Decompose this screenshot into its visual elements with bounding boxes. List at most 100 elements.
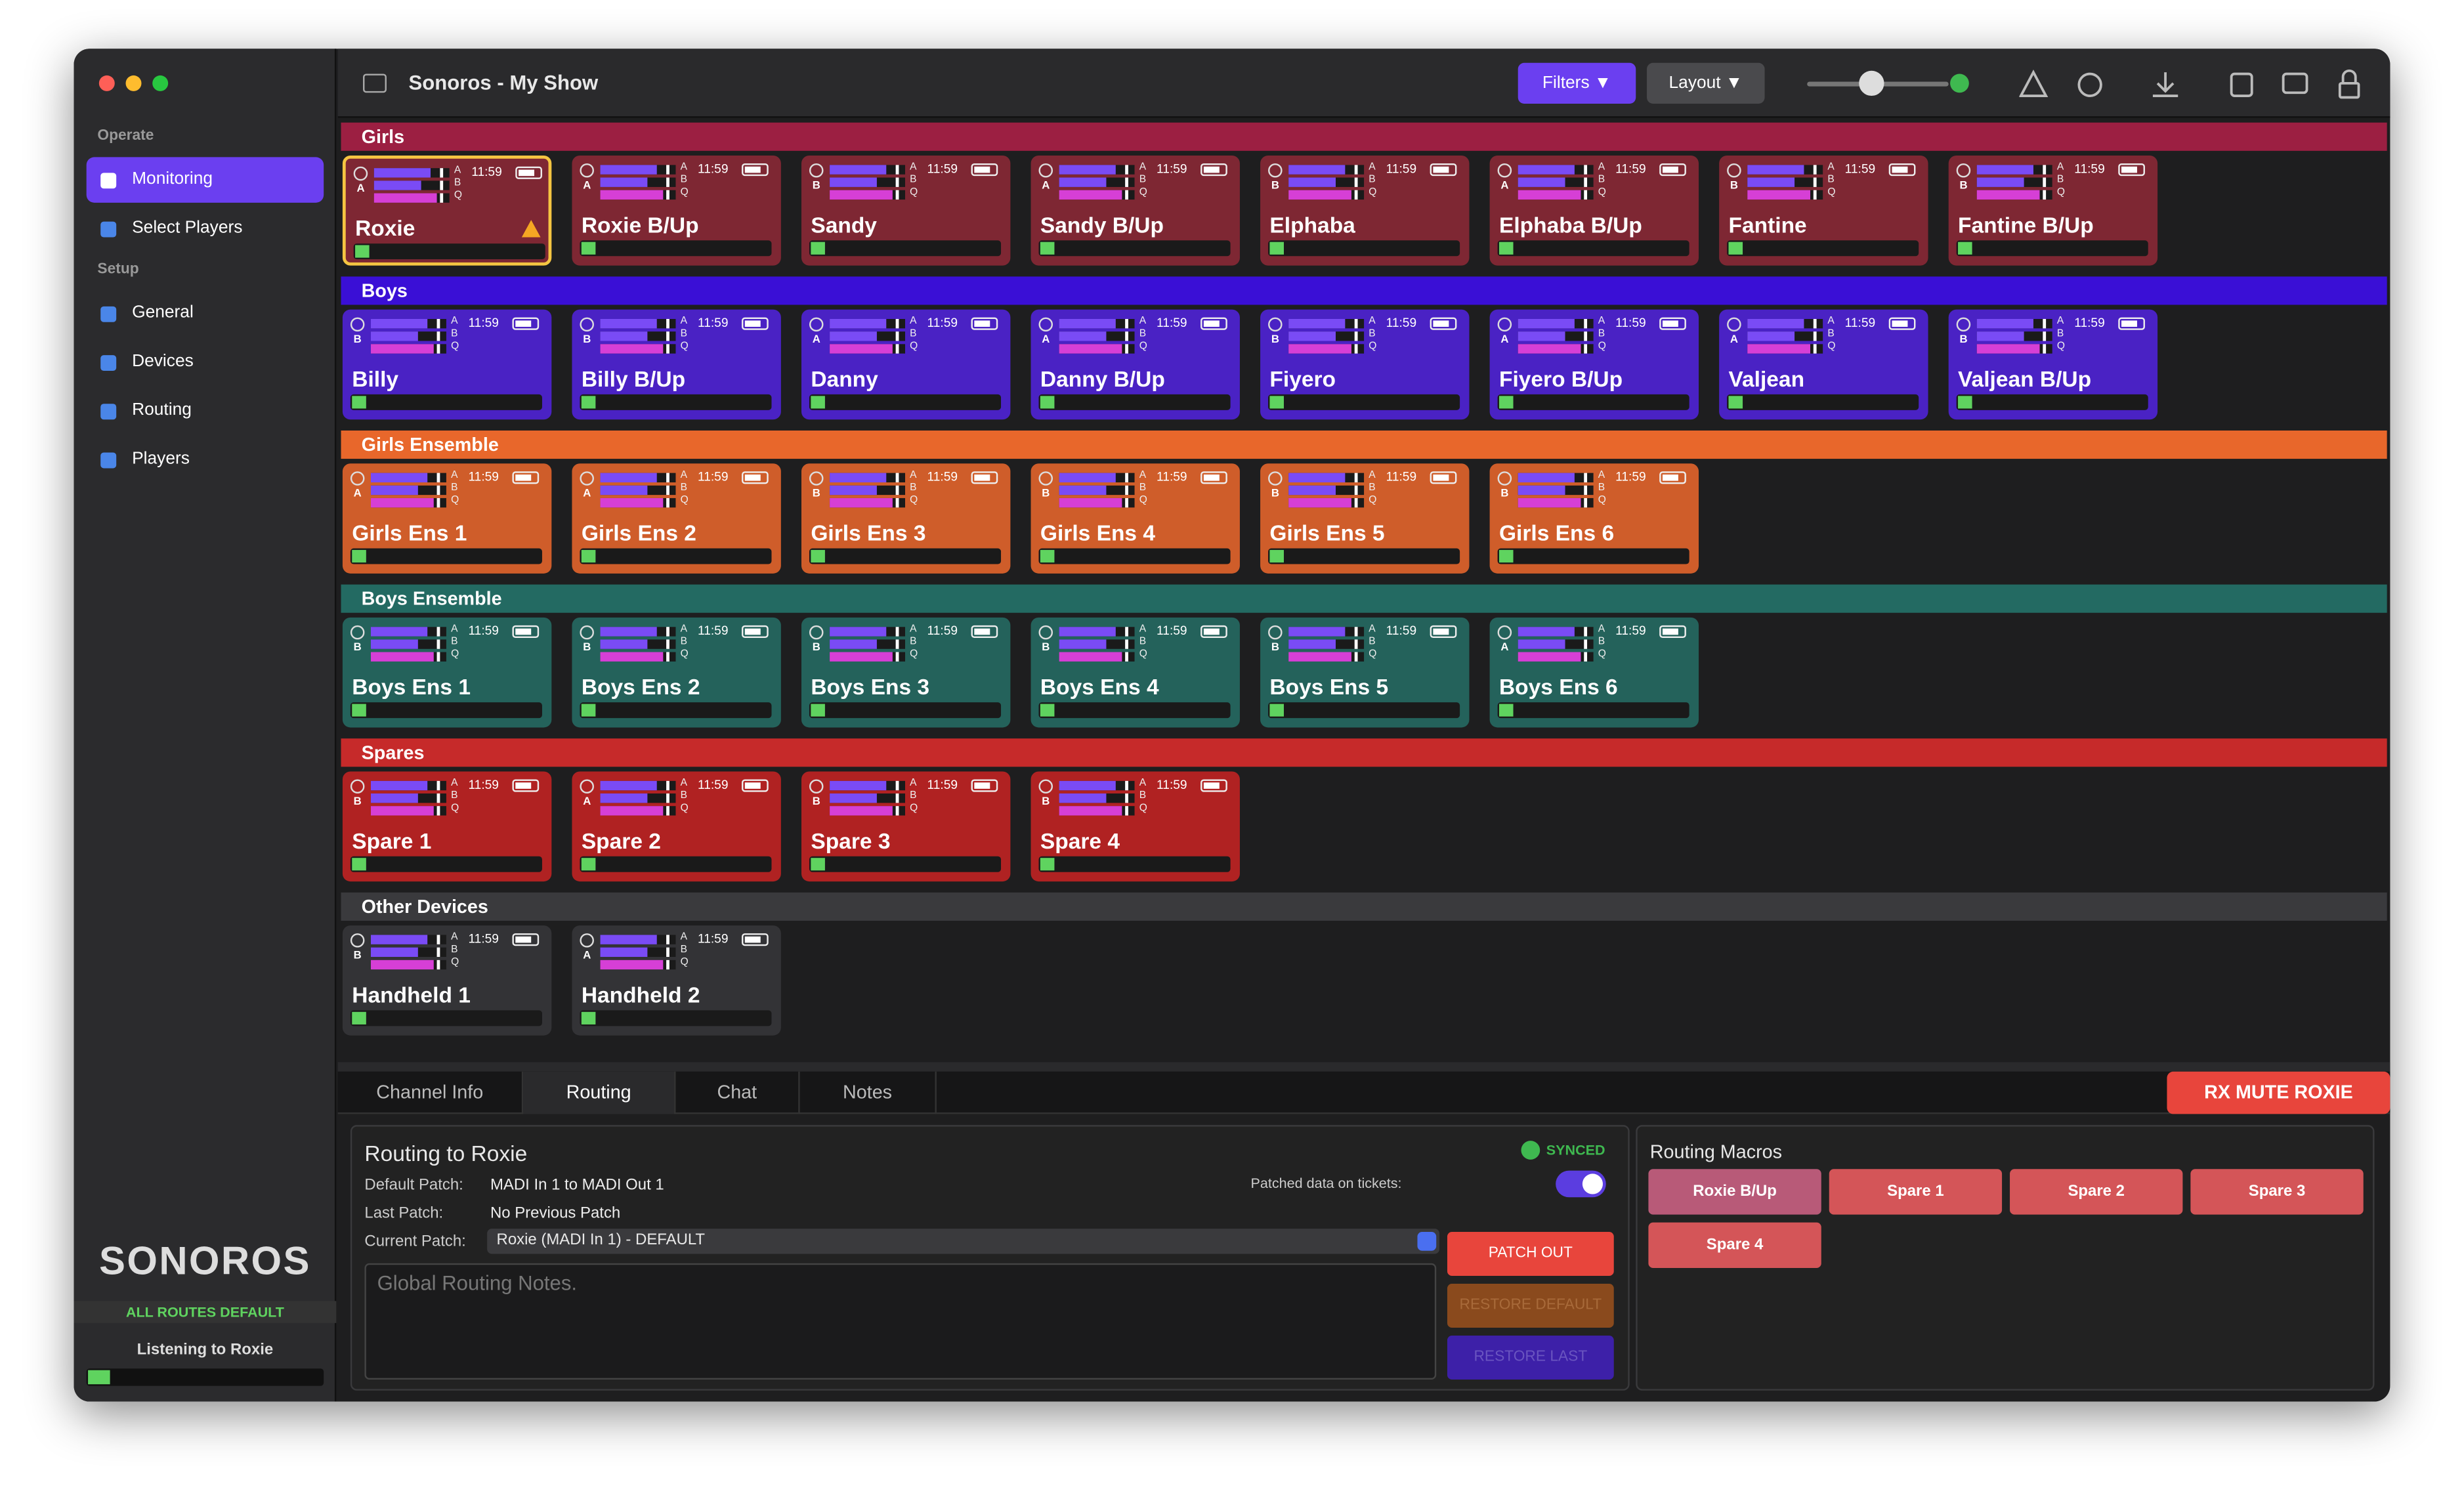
battery-time: 11:59 [927,469,958,484]
routing-button[interactable]: RESTORE LAST [1447,1335,1614,1380]
channel-card[interactable]: B A B Q 11:59 Fiyero [1260,309,1470,420]
channel-card[interactable]: A A B Q 11:59 Boys Ens 6 [1489,617,1699,728]
tickets-toggle[interactable] [1556,1170,1606,1198]
notes-placeholder: Global Routing Notes. [377,1271,578,1295]
current-patch-select[interactable]: Roxie (MADI In 1) - DEFAULT [487,1229,1439,1254]
close[interactable] [98,75,115,91]
antenna-icon [353,166,368,181]
antenna-label: A [583,488,591,500]
nav-item[interactable]: Routing [87,388,324,433]
channel-letter: B [1139,482,1147,494]
tab[interactable]: Routing [523,1071,676,1114]
antenna-icon [580,625,594,640]
signal-peak [666,497,669,508]
slider-knob[interactable] [1859,70,1884,96]
nav-item[interactable]: Monitoring [86,157,324,203]
channel-card[interactable]: B A B Q 11:59 Girls Ens 6 [1489,463,1699,574]
channel-card[interactable]: A A B Q 11:59 Girls Ens 1 [342,463,552,574]
channel-letter: A [680,623,688,635]
channel-card[interactable]: A A B Q 11:59 Handheld 2 [572,925,781,1036]
level-meter [1038,548,1231,564]
macro-button[interactable]: Spare 1 [1829,1169,2003,1215]
channel-card[interactable]: A A B Q 11:59 Danny [801,309,1011,420]
main: Sonoros - My Show Filters ▼ Layout ▼ Gir… [337,49,2390,1401]
macro-button[interactable]: Spare 4 [1648,1222,1821,1269]
channel-card[interactable]: B A B Q 11:59 Boys Ens 3 [801,617,1011,728]
battery-fill [1662,628,1678,635]
antenna-icon [1497,163,1512,178]
routing-button[interactable]: RESTORE DEFAULT [1447,1283,1614,1328]
channel-card[interactable]: B A B Q 11:59 Spare 4 [1030,771,1240,882]
zoom[interactable] [152,75,169,91]
tab[interactable]: Notes [800,1071,937,1114]
channel-card[interactable]: B A B Q 11:59 Boys Ens 5 [1260,617,1470,728]
macro-button[interactable]: Spare 2 [2010,1169,2183,1215]
notes-field[interactable]: Global Routing Notes. [364,1263,1437,1380]
level-meter [350,394,542,410]
channel-card[interactable]: A A B Q 11:59 Spare 2 [572,771,781,882]
signal-peak [1125,485,1128,496]
signal-fill [830,485,877,496]
channel-card[interactable]: B A B Q 11:59 Girls Ens 4 [1030,463,1240,574]
channel-card[interactable]: B A B Q 11:59 Spare 1 [342,771,552,882]
nav-item[interactable]: Devices [87,339,324,385]
channel-card[interactable]: B A B Q 11:59 Sandy [801,156,1011,266]
minimize[interactable] [125,75,142,91]
antenna-label: A [1500,643,1509,654]
signal-fill [1518,639,1565,649]
level-meter [1038,240,1231,257]
channel-card[interactable]: A A B Q 11:59 Valjean [1719,309,1928,420]
tab[interactable]: Chat [675,1071,800,1114]
channel-card[interactable]: B A B Q 11:59 Elphaba [1260,156,1470,266]
macro-button[interactable]: Roxie B/Up [1648,1169,1821,1215]
channel-letter: Q [1369,186,1377,198]
antenna-label: A [1500,180,1509,192]
channel-card[interactable]: A A B Q 11:59 Roxie [342,156,552,266]
channel-card[interactable]: B A B Q 11:59 Girls Ens 3 [801,463,1011,574]
signal-peak [1584,497,1588,508]
channel-letter: A [1369,623,1376,635]
signal-bar [1288,177,1365,187]
sidebar-toggle[interactable] [363,74,387,93]
channel-card[interactable]: B A B Q 11:59 Boys Ens 1 [342,617,552,728]
signal-peak [1584,344,1588,354]
channel-card[interactable]: A A B Q 11:59 Girls Ens 2 [572,463,781,574]
layout-button[interactable]: Layout ▼ [1647,62,1765,104]
macro-button[interactable]: Spare 3 [2190,1169,2364,1215]
tab[interactable]: Channel Info [338,1071,524,1114]
channel-card[interactable]: B A B Q 11:59 Billy B/Up [572,309,781,420]
signal-bar [371,627,446,637]
channel-letter: B [1139,328,1147,340]
signal-fill [371,780,428,791]
level-fill [1728,242,1743,255]
channel-card[interactable]: B A B Q 11:59 Billy [342,309,552,420]
channel-card[interactable]: A A B Q 11:59 Danny B/Up [1030,309,1240,420]
channel-card[interactable]: B A B Q 11:59 Fantine B/Up [1948,156,2158,266]
channel-card[interactable]: B A B Q 11:59 Boys Ens 4 [1030,617,1240,728]
channel-card[interactable]: B A B Q 11:59 Handheld 1 [342,925,552,1036]
nav-item[interactable]: General [87,291,324,336]
channel-card[interactable]: B A B Q 11:59 Valjean B/Up [1948,309,2158,420]
channel-card[interactable]: B A B Q 11:59 Girls Ens 5 [1260,463,1470,574]
channel-card[interactable]: A A B Q 11:59 Fiyero B/Up [1489,309,1699,420]
nav-item[interactable]: Players [87,437,324,482]
antenna-icon [350,779,365,794]
signal-bar [1059,331,1135,341]
channel-card[interactable]: A A B Q 11:59 Elphaba B/Up [1489,156,1699,266]
routing-title: Routing to Roxie [364,1141,528,1166]
splitter[interactable] [337,1062,2390,1072]
signal-fill [1747,165,1804,175]
channel-card[interactable]: A A B Q 11:59 Sandy B/Up [1030,156,1240,266]
signal-fill [1059,473,1116,482]
channel-card[interactable]: A A B Q 11:59 Roxie B/Up [572,156,781,266]
channel-card[interactable]: B A B Q 11:59 Spare 3 [801,771,1011,882]
channel-card[interactable]: B A B Q 11:59 Fantine [1719,156,1928,266]
channel-card[interactable]: B A B Q 11:59 Boys Ens 2 [572,617,781,728]
toolbar-icons[interactable] [2019,69,2365,100]
signal-bar [1059,806,1135,816]
level-fill [581,1011,596,1024]
routing-button[interactable]: PATCH OUT [1447,1231,1614,1277]
rx-mute-button[interactable]: RX MUTE ROXIE [2167,1071,2390,1114]
filters-button[interactable]: Filters ▼ [1518,62,1636,104]
nav-item[interactable]: Select Players [87,206,324,251]
